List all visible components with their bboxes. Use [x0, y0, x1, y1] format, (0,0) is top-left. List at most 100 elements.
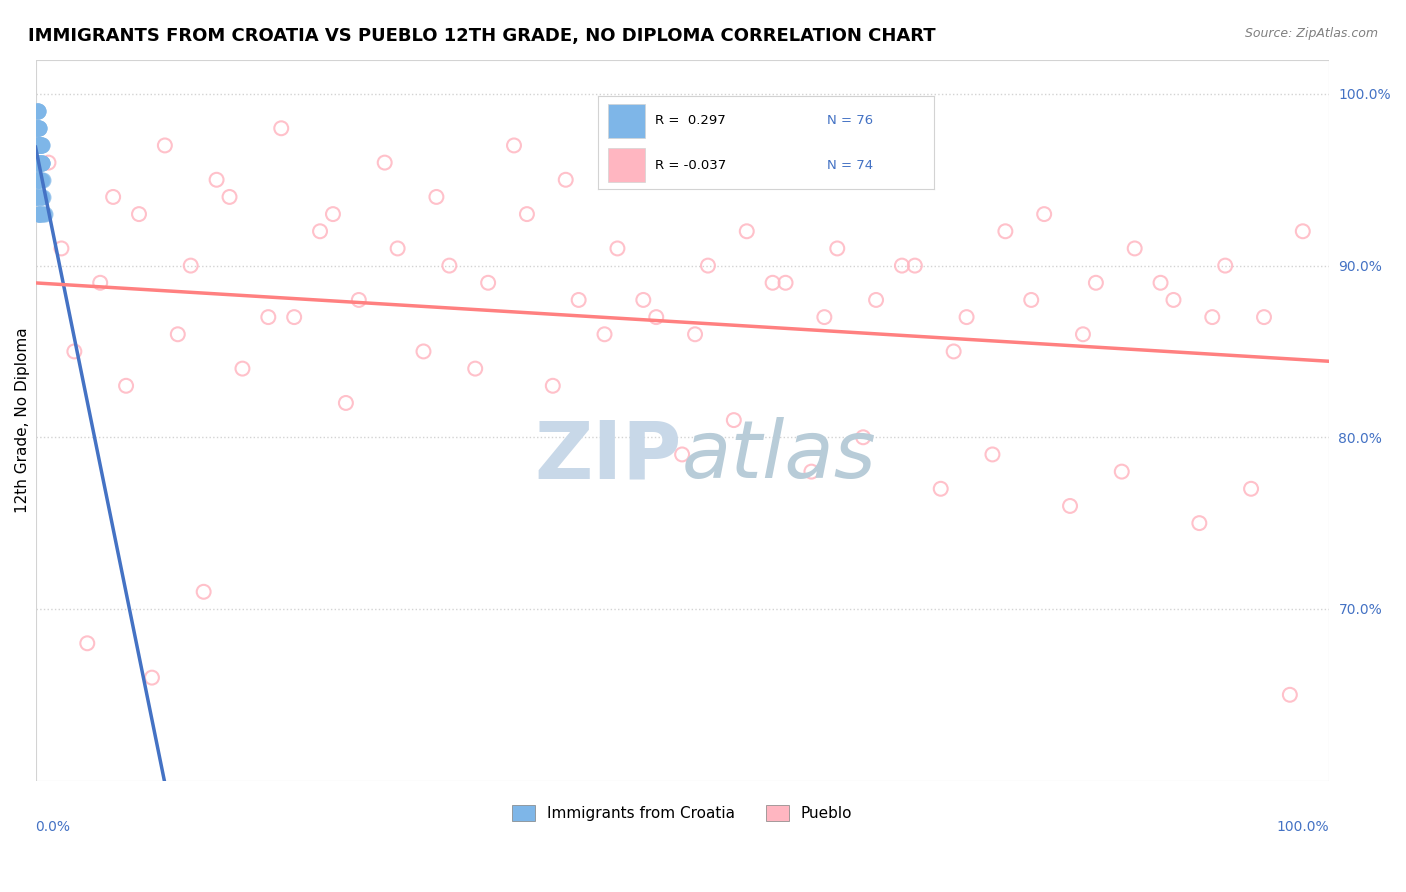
Point	[28, 173, 51, 187]
Point	[1111, 465, 1133, 479]
Point	[606, 242, 628, 256]
Point	[25, 173, 48, 187]
Point	[31, 155, 53, 169]
Point	[31, 138, 53, 153]
Point	[645, 310, 668, 325]
Point	[231, 361, 253, 376]
Point	[25, 138, 48, 153]
Point	[28, 121, 51, 136]
Point	[37, 155, 59, 169]
Point	[322, 207, 344, 221]
Point	[76, 636, 98, 650]
Point	[141, 671, 163, 685]
Point	[633, 293, 655, 307]
Point	[30, 173, 52, 187]
Point	[283, 310, 305, 325]
Point	[31, 207, 53, 221]
Point	[30, 190, 52, 204]
Point	[31, 155, 53, 169]
Point	[27, 155, 49, 169]
Point	[374, 155, 396, 169]
Point	[34, 207, 56, 221]
Point	[683, 327, 706, 342]
Point	[28, 138, 51, 153]
Text: atlas: atlas	[682, 417, 877, 495]
Point	[205, 173, 228, 187]
Point	[28, 207, 51, 221]
Point	[101, 190, 124, 204]
Point	[464, 361, 486, 376]
Point	[27, 121, 49, 136]
Point	[27, 104, 49, 119]
Point	[762, 276, 785, 290]
Point	[27, 173, 49, 187]
Point	[800, 465, 823, 479]
Point	[723, 413, 745, 427]
Point	[32, 190, 55, 204]
Point	[28, 207, 51, 221]
Point	[28, 207, 51, 221]
Point	[477, 276, 499, 290]
Point	[1253, 310, 1275, 325]
Point	[425, 190, 447, 204]
Point	[27, 121, 49, 136]
Point	[1213, 259, 1236, 273]
Point	[153, 138, 176, 153]
Point	[193, 584, 215, 599]
Point	[25, 138, 48, 153]
Point	[270, 121, 292, 136]
Point	[30, 190, 52, 204]
Point	[775, 276, 797, 290]
Point	[25, 138, 48, 153]
Point	[28, 138, 51, 153]
Point	[439, 259, 461, 273]
Point	[865, 293, 887, 307]
Point	[27, 207, 49, 221]
Point	[335, 396, 357, 410]
Point	[31, 155, 53, 169]
Point	[735, 224, 758, 238]
Point	[697, 259, 720, 273]
Point	[27, 173, 49, 187]
Point	[115, 378, 138, 392]
Point	[30, 138, 52, 153]
Point	[827, 242, 849, 256]
Point	[218, 190, 240, 204]
Point	[593, 327, 616, 342]
Point	[25, 121, 48, 136]
Point	[25, 190, 48, 204]
Point	[27, 104, 49, 119]
Legend: Immigrants from Croatia, Pueblo: Immigrants from Croatia, Pueblo	[506, 799, 859, 827]
Text: ZIP: ZIP	[534, 417, 682, 495]
Point	[813, 310, 835, 325]
Point	[25, 190, 48, 204]
Point	[28, 207, 51, 221]
Point	[30, 138, 52, 153]
Point	[568, 293, 591, 307]
Point	[28, 138, 51, 153]
Text: 100.0%: 100.0%	[1277, 821, 1329, 834]
Point	[27, 155, 49, 169]
Point	[412, 344, 434, 359]
Point	[31, 155, 53, 169]
Point	[27, 155, 49, 169]
Text: Source: ZipAtlas.com: Source: ZipAtlas.com	[1244, 27, 1378, 40]
Point	[516, 207, 538, 221]
Point	[25, 121, 48, 136]
Point	[166, 327, 188, 342]
Point	[28, 121, 51, 136]
Point	[30, 173, 52, 187]
Point	[25, 190, 48, 204]
Point	[30, 190, 52, 204]
Y-axis label: 12th Grade, No Diploma: 12th Grade, No Diploma	[15, 327, 30, 513]
Point	[27, 138, 49, 153]
Point	[28, 121, 51, 136]
Point	[32, 207, 55, 221]
Point	[25, 104, 48, 119]
Point	[27, 173, 49, 187]
Point	[89, 276, 111, 290]
Point	[28, 155, 51, 169]
Point	[1033, 207, 1056, 221]
Point	[1188, 516, 1211, 530]
Point	[554, 173, 576, 187]
